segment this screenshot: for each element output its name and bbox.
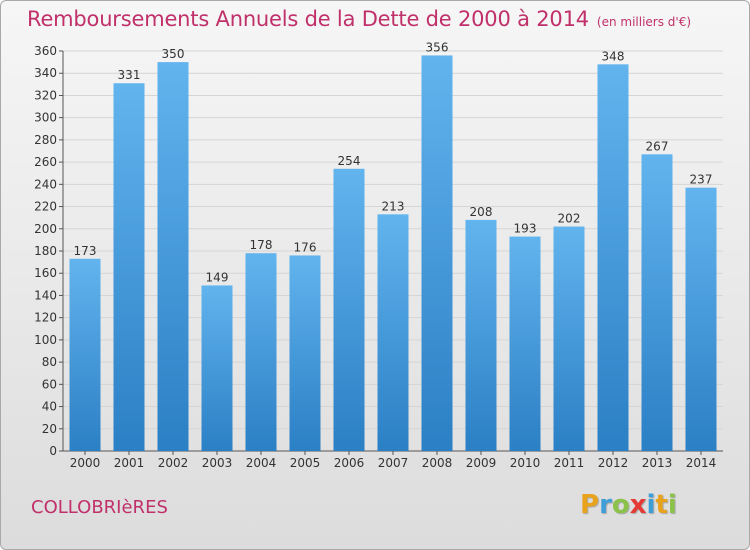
y-tick-label: 220: [34, 200, 57, 214]
bar-value-label: 193: [514, 222, 537, 236]
logo-letter: t: [655, 490, 668, 520]
x-tick-label: 2012: [598, 456, 629, 470]
bar: [377, 214, 409, 451]
y-tick-label: 40: [42, 400, 57, 414]
bar: [465, 219, 497, 451]
bar-value-label: 267: [646, 139, 669, 153]
y-tick-label: 320: [34, 88, 57, 102]
bar-value-label: 356: [426, 40, 449, 54]
bar-value-label: 348: [602, 49, 625, 63]
y-tick-label: 200: [34, 222, 57, 236]
value-labels: 173 331 350 149 178 176 254 213 356 208 193 202 348 2…: [74, 40, 713, 284]
x-tick-label: 2010: [510, 456, 541, 470]
logo-letter: x: [629, 490, 647, 520]
bar-value-label: 213: [382, 199, 405, 213]
x-tick-label: 2002: [158, 456, 189, 470]
x-tick-label: 2011: [554, 456, 585, 470]
y-tick-label: 100: [34, 333, 57, 347]
bar-value-label: 350: [162, 47, 185, 61]
x-tick-label: 2004: [246, 456, 277, 470]
logo-letter: i: [646, 490, 656, 520]
bar: [245, 253, 277, 451]
y-tick-label: 160: [34, 266, 57, 280]
y-tick-label: 280: [34, 133, 57, 147]
y-tick-label: 60: [42, 377, 57, 391]
bar-value-label: 176: [294, 240, 317, 254]
bar: [113, 83, 145, 451]
bar: [553, 226, 585, 451]
logo-letter: o: [611, 490, 630, 520]
y-tick-label: 340: [34, 66, 57, 80]
logo-letter: r: [599, 490, 612, 520]
x-tick-label: 2009: [466, 456, 497, 470]
bar: [685, 187, 717, 451]
y-tick-label: 80: [42, 355, 57, 369]
bar: [421, 55, 453, 451]
x-tick-label: 2001: [114, 456, 145, 470]
axes: 0 20 40 60 80 100 120 140 160 180 200 220 240 260 280 3…: [34, 44, 723, 470]
chart-title-main: Remboursements Annuels de la Dette de 20…: [27, 7, 589, 31]
bar: [333, 168, 365, 451]
x-tick-label: 2013: [642, 456, 673, 470]
bar-value-label: 254: [338, 154, 361, 168]
bar-value-label: 173: [74, 244, 97, 258]
logo-letter: i: [667, 490, 677, 520]
bar: [597, 64, 629, 452]
x-tick-label: 2005: [290, 456, 321, 470]
y-tick-label: 0: [49, 444, 57, 458]
bar-value-label: 331: [118, 68, 141, 82]
y-tick-label: 240: [34, 177, 57, 191]
y-tick-label: 140: [34, 288, 57, 302]
y-tick-label: 260: [34, 155, 57, 169]
bar-value-label: 178: [250, 238, 273, 252]
bar-value-label: 237: [690, 173, 713, 187]
proxiti-logo[interactable]: Proxiti: [580, 490, 677, 520]
x-tick-label: 2008: [422, 456, 453, 470]
y-tick-label: 360: [34, 44, 57, 58]
y-tick-label: 180: [34, 244, 57, 258]
x-tick-label: 2000: [70, 456, 101, 470]
logo-letter: P: [580, 490, 600, 520]
x-tick-label: 2007: [378, 456, 409, 470]
chart-title: Remboursements Annuels de la Dette de 20…: [27, 7, 691, 31]
bar: [509, 236, 541, 451]
x-tick-label: 2006: [334, 456, 365, 470]
bar: [157, 62, 189, 451]
bar: [289, 255, 321, 451]
bar-value-label: 149: [206, 270, 229, 284]
bar: [69, 258, 101, 451]
commune-name: COLLOBRIèRES: [31, 497, 168, 518]
bar-value-label: 202: [558, 212, 581, 226]
chart-title-unit: (en milliers d'€): [596, 15, 692, 29]
y-tick-label: 120: [34, 311, 57, 325]
bar: [201, 285, 233, 451]
x-tick-label: 2014: [686, 456, 717, 470]
y-tick-label: 300: [34, 111, 57, 125]
bar-value-label: 208: [470, 205, 493, 219]
bar: [641, 154, 673, 452]
x-tick-label: 2003: [202, 456, 233, 470]
y-tick-label: 20: [42, 422, 57, 436]
bars: [69, 55, 717, 452]
